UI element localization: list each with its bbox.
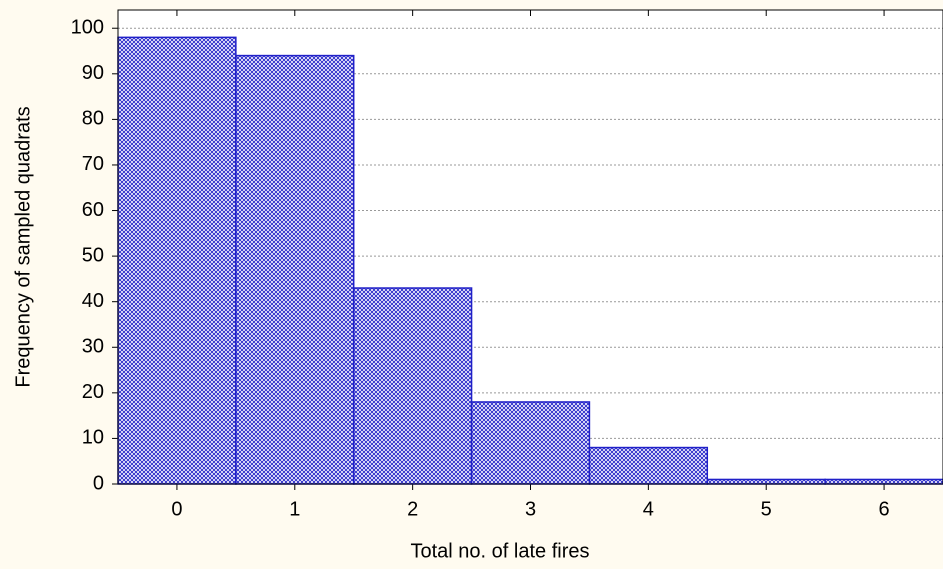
y-tick-label: 80 [82,108,104,130]
x-tick-label: 2 [407,498,418,520]
bar [235,54,355,485]
x-tick-label: 1 [289,498,300,520]
x-tick-label: 6 [879,498,890,520]
y-tick-label: 70 [82,153,104,175]
plot-frame [117,9,943,485]
x-tick-label: 0 [171,498,182,520]
x-axis-label: Total no. of late fires [411,540,590,562]
bar [352,287,473,485]
y-tick-label: 30 [82,336,104,358]
x-tick-label: 3 [525,498,536,520]
y-axis-label: Frequency of sampled quadrats [12,106,34,387]
y-tick-label: 20 [82,381,104,403]
y-tick-label: 0 [93,472,104,494]
x-tick-label: 5 [761,498,772,520]
bar [824,478,943,485]
bar [117,36,237,485]
y-tick-label: 10 [82,427,104,449]
y-tick-label: 90 [82,62,104,84]
bar [588,446,709,485]
y-tick-label: 100 [71,17,104,39]
y-tick-label: 40 [82,290,104,312]
y-tick-label: 50 [82,244,104,266]
y-tick-label: 60 [82,199,104,221]
x-tick-label: 4 [643,498,654,520]
bar [470,401,591,485]
bar [706,478,826,485]
